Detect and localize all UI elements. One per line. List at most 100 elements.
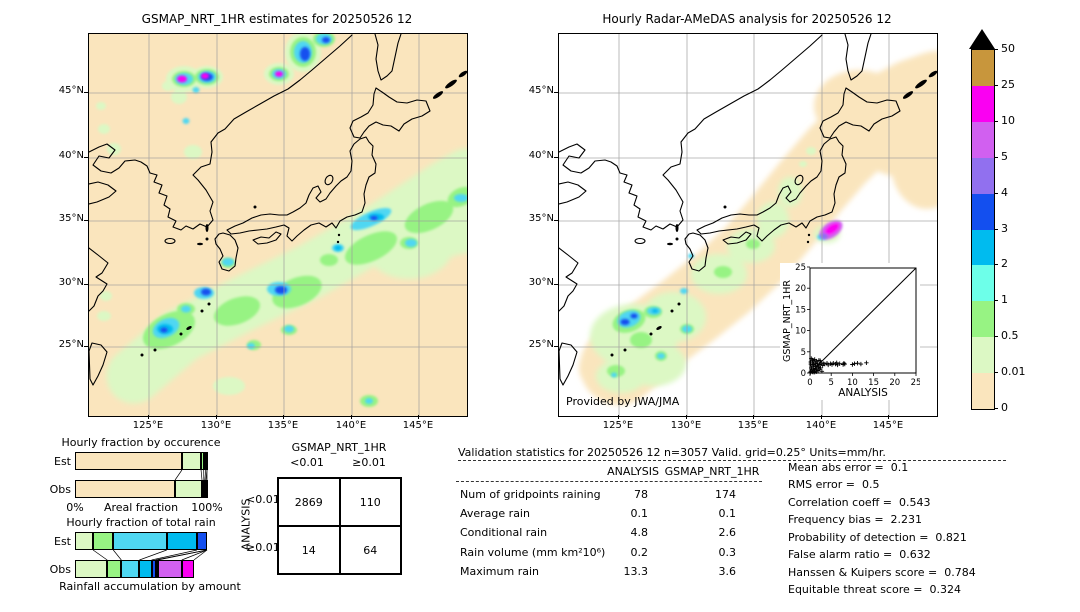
total_rain_fraction-obs-segment [151,560,156,578]
contingency-col-label-2: ≥0.01 [352,456,386,469]
colorbar-tick-label: 0.01 [1001,365,1026,379]
right-map-ytickmark [554,284,558,285]
left-map-ytick: 30°N [58,277,84,288]
scatter-inset: 0 0 5 5 10 10 15 15 20 20 25 25 ANALYSIS GSMAP_NRT_… [780,263,921,400]
colorbar-segment [972,121,994,158]
colorbar-segment [972,265,994,302]
colorbar-tickmark [994,300,998,302]
total_rain_fraction-obs-segment [157,560,182,578]
total_rain_fraction-obs-segment [139,560,152,578]
total_rain_fraction-connectors [92,549,208,561]
validation-analysis-value: 13.3 [623,565,649,578]
colorbar-tick-label: 3 [1001,221,1008,235]
occurrence_fraction-est-segment [181,452,202,470]
scatter-points [808,356,869,375]
validation-gsmap-value: 3.6 [718,565,737,578]
data-credit: Provided by JWA/JMA [566,395,680,408]
contingency-col-label-1: <0.01 [290,456,324,469]
svg-text:5: 5 [801,348,806,358]
right-map-ytick: 40°N [528,150,554,161]
colorbar-tick-label: 2 [1001,257,1008,271]
validation-gsmap-value: 2.6 [718,526,737,539]
left-map-xtickmark [351,415,352,419]
left-map-xtick: 125°E [132,420,164,431]
right-map-xtick: 135°E [737,420,769,431]
colorbar [971,49,995,410]
skill-score-row: RMS error = 0.5 [788,478,880,491]
colorbar-tickmark [994,408,998,409]
svg-text:10: 10 [847,378,858,388]
occurrence_fraction-obs-segment [201,480,204,498]
occurrence_fraction-obs-segment [175,480,202,498]
left-map-ytickmark [84,346,88,347]
colorbar-segment [972,157,994,194]
colorbar-tickmark [994,84,998,86]
contingency-cell-00: 2869 [278,478,340,526]
occurrence_fraction-obs-segment [205,480,208,498]
contingency-row-label-1: <0.01 [246,493,280,506]
total_rain_fraction-obs-segment [107,560,122,578]
right-map-ytick: 25°N [528,339,554,350]
validation-gsmap-value: 0.3 [718,546,737,559]
validation-col-gsmap: GSMAP_NRT_1HR [664,465,760,478]
validation-title: Validation statistics for 20250526 12 n=… [458,446,886,459]
occurrence_fraction-est-segment [201,452,204,470]
validation-analysis-value: 0.1 [630,507,649,520]
validation-analysis-value: 4.8 [630,526,649,539]
validation-row-label: Maximum rain [460,565,539,578]
totalrain-chart-title: Hourly fraction of total rain [66,516,216,529]
right-map-xtick: 145°E [872,420,904,431]
occurrence-est-label: Est [54,455,71,468]
validation-row-label: Conditional rain [460,526,548,539]
light-rain-dots [799,147,816,167]
total_rain_fraction-est-segment [113,532,167,550]
occurrence_fraction-est-segment [75,452,182,470]
colorbar-tickmark [994,120,998,122]
occurrence-axis-100: 100% [191,501,223,514]
contingency-cell-10: 14 [278,526,340,574]
validation-col-analysis: ANALYSIS [607,465,659,478]
one-to-one-line [809,267,917,374]
colorbar-segment [972,85,994,122]
skill-score-row: Hanssen & Kuipers score = 0.784 [788,566,976,579]
right-map-ytickmark [554,346,558,347]
skill-score-row: Frequency bias = 2.231 [788,513,923,526]
contingency-cell-11: 64 [339,526,401,574]
occurrence_fraction-est-segment [205,452,208,470]
colorbar-tick-label: 25 [1001,77,1015,91]
heavy-rain-cores [152,34,467,404]
right-map-xtickmark [686,415,687,419]
svg-text:25: 25 [795,263,806,273]
colorbar-tick-label: 5 [1001,149,1008,163]
left-map-ytickmark [84,220,88,221]
left-map-xtickmark [283,415,284,419]
colorbar-segment [972,193,994,230]
inset-xlabel: ANALYSIS [838,387,888,399]
right-map-title: Hourly Radar-AMeDAS analysis for 2025052… [602,12,892,26]
svg-text:5: 5 [828,378,833,388]
right-map-ytick: 30°N [528,277,554,288]
occurrence-axis-label: Areal fraction [103,501,179,514]
skill-score-row: Mean abs error = 0.1 [788,461,909,474]
inset-ylabel: GSMAP_NRT_1HR [782,280,793,362]
left-map-xtick: 130°E [200,420,232,431]
right-map-xtickmark [821,415,822,419]
colorbar-segment [972,301,994,338]
totalrain-est-label: Est [54,535,71,548]
colorbar-tick-label: 0.5 [1001,329,1019,343]
left-map-ytickmark [84,284,88,285]
colorbar-segment [972,50,994,86]
total_rain_fraction-est-segment [196,532,207,550]
right-map-xtick: 140°E [805,420,837,431]
svg-text:15: 15 [868,378,879,388]
left-map-ytick: 40°N [58,150,84,161]
right-map-xtickmark [618,415,619,419]
validation-analysis-value: 0.2 [630,546,649,559]
svg-text:0: 0 [801,369,806,379]
left-map-xtick: 135°E [267,420,299,431]
left-precip-map [88,33,468,417]
occurrence_fraction-connectors [174,469,208,481]
colorbar-segment [972,337,994,374]
svg-text:10: 10 [795,327,806,337]
